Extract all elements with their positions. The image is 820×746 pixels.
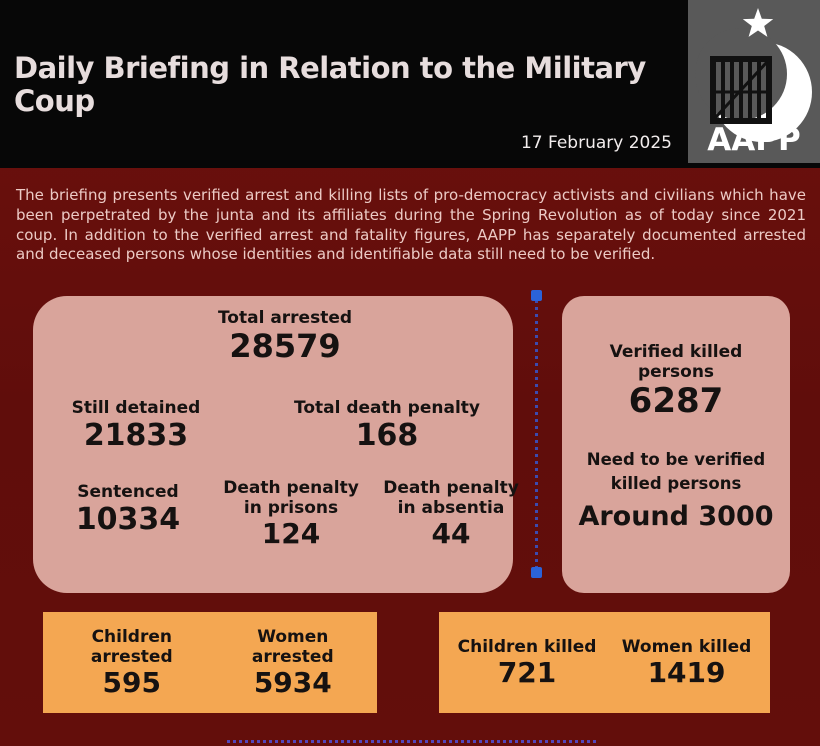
arrested-demographics-panel: Children arrested 595 Women arrested 593… bbox=[43, 612, 377, 713]
page-title: Daily Briefing in Relation to the Milita… bbox=[14, 51, 646, 119]
divider-endpoint-top-square bbox=[531, 290, 542, 301]
divider-endpoint-bottom-square bbox=[531, 567, 542, 578]
stat-verified-killed: Verified killed persons 6287 bbox=[572, 342, 780, 420]
stat-label: Death penalty in prisons bbox=[223, 478, 359, 519]
vertical-dotted-divider bbox=[535, 300, 538, 570]
briefing-date: 17 February 2025 bbox=[520, 133, 672, 153]
stat-total-arrested: Total arrested 28579 bbox=[125, 308, 445, 364]
intro-paragraph: The briefing presents verified arrest an… bbox=[16, 186, 806, 264]
stat-value: 28579 bbox=[229, 327, 341, 366]
stat-sentenced: Sentenced 10334 bbox=[43, 482, 213, 536]
arrest-stats-panel: Total arrested 28579 Still detained 2183… bbox=[33, 296, 519, 593]
stat-value: 44 bbox=[431, 517, 471, 551]
aapp-logo-text: AAPP bbox=[707, 122, 800, 158]
stat-total-death-penalty: Total death penalty 168 bbox=[267, 398, 507, 452]
aapp-logo: AAPP bbox=[688, 0, 820, 163]
stat-label: Still detained bbox=[71, 398, 201, 418]
stat-value: 595 bbox=[102, 665, 161, 699]
prison-bars-icon bbox=[710, 56, 772, 124]
stat-women-arrested: Women arrested 5934 bbox=[215, 627, 371, 699]
stat-label: Children killed bbox=[457, 636, 597, 657]
star-icon bbox=[742, 8, 774, 37]
stat-value: 721 bbox=[497, 655, 557, 689]
stat-label: Sentenced bbox=[77, 482, 179, 502]
killed-demographics-panel: Children killed 721 Women killed 1419 bbox=[439, 612, 770, 713]
stat-value: 124 bbox=[261, 517, 321, 551]
aapp-logo-graphic: AAPP bbox=[695, 8, 812, 158]
stat-women-killed: Women killed 1419 bbox=[622, 637, 752, 689]
stat-value: 168 bbox=[355, 418, 419, 454]
stat-label: Death penalty in absentia bbox=[383, 478, 519, 519]
stat-death-penalty-absentia: Death penalty in absentia 44 bbox=[366, 478, 536, 550]
stat-label: Verified killed persons bbox=[609, 342, 743, 383]
stat-need-verified-killed: Need to be verified killed persons Aroun… bbox=[572, 448, 780, 532]
stat-label: Women killed bbox=[621, 636, 752, 657]
stat-label: Need to be verified killed persons bbox=[586, 450, 766, 493]
stat-value: 21833 bbox=[83, 418, 189, 454]
header: Daily Briefing in Relation to the Milita… bbox=[0, 0, 820, 168]
stat-children-arrested: Children arrested 595 bbox=[49, 627, 215, 699]
killed-stats-panel: Verified killed persons 6287 Need to be … bbox=[562, 296, 790, 593]
stat-still-detained: Still detained 21833 bbox=[41, 398, 231, 452]
stat-label: Children arrested bbox=[90, 626, 173, 667]
stat-value: 1419 bbox=[647, 655, 726, 689]
bottom-dotted-line bbox=[227, 740, 597, 743]
stat-label: Total death penalty bbox=[294, 398, 480, 418]
stat-value: Around 3000 bbox=[578, 500, 774, 532]
stat-value: 6287 bbox=[628, 381, 724, 422]
stat-label: Total arrested bbox=[217, 308, 353, 328]
stat-value: 10334 bbox=[75, 502, 181, 538]
stat-value: 5934 bbox=[253, 665, 332, 699]
stat-children-killed: Children killed 721 bbox=[458, 637, 597, 689]
stat-label: Women arrested bbox=[251, 626, 334, 667]
stat-death-penalty-prisons: Death penalty in prisons 124 bbox=[206, 478, 376, 550]
